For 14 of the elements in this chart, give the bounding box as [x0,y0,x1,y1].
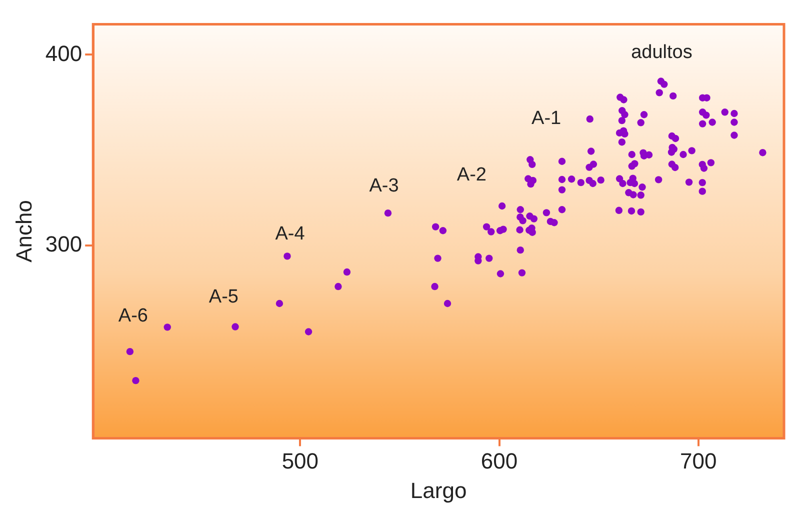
x-axis-title: Largo [410,478,467,503]
annotation: A-6 [118,306,148,327]
x-tick-label: 500 [282,448,319,474]
y-tick-label: 300 [45,232,82,257]
y-axis-title: Ancho [11,200,36,262]
annotation: A-4 [275,223,306,244]
y-tick-label: 400 [45,40,82,66]
annotation: A-2 [456,164,487,186]
annotation: A-3 [369,176,399,197]
annotation: adultos [631,42,692,63]
annotation: A-5 [208,286,238,308]
annotation: A-1 [532,108,562,129]
x-tick-label: 600 [480,448,518,474]
x-tick-label: 700 [680,448,717,474]
